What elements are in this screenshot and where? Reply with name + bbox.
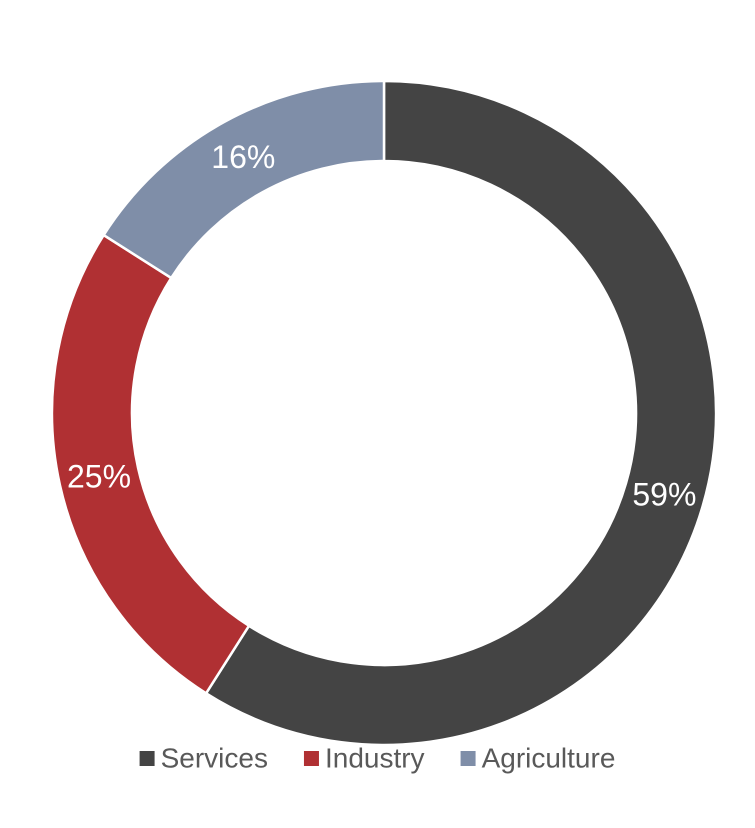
data-label: 25% — [67, 459, 131, 495]
legend-label: Services — [161, 743, 268, 774]
data-label: 59% — [632, 476, 696, 512]
doughnut-segment — [101, 79, 386, 280]
legend: Services Industry Agriculture — [139, 743, 616, 774]
legend-label: Industry — [325, 743, 425, 774]
legend-swatch — [303, 751, 319, 766]
doughnut-segment — [50, 233, 251, 696]
legend-swatch — [139, 751, 155, 766]
legend-label: Agriculture — [482, 743, 616, 774]
legend-swatch — [460, 751, 476, 766]
doughnut-segment — [204, 79, 718, 747]
data-label: 16% — [211, 139, 275, 175]
